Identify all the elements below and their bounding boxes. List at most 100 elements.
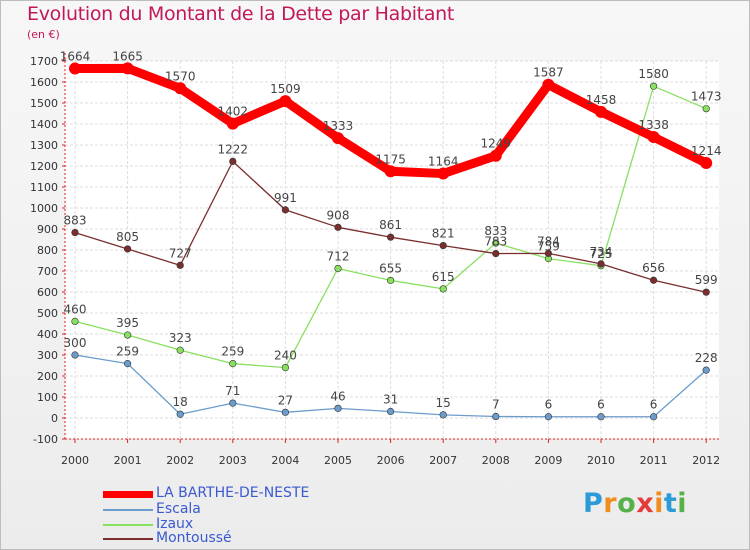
data-label-2: 259 <box>221 345 244 359</box>
data-point-0 <box>69 62 81 75</box>
data-point-1 <box>123 360 132 368</box>
data-label-1: 71 <box>225 384 240 398</box>
data-label-2: 395 <box>116 316 139 330</box>
data-point-1 <box>544 413 553 421</box>
data-label-2: 323 <box>169 331 192 345</box>
legend-label: Escala <box>156 501 201 517</box>
data-label-1: 31 <box>383 392 398 406</box>
data-label-2: 460 <box>64 302 87 316</box>
chart-title: Evolution du Montant de la Dette par Hab… <box>27 3 455 25</box>
y-tick-label: 1000 <box>30 202 58 215</box>
logo-letter: P <box>583 488 604 519</box>
data-label-1: 27 <box>278 393 293 407</box>
data-point-3 <box>334 223 342 231</box>
logo-letter: r <box>603 488 618 519</box>
data-label-0: 1249 <box>481 137 512 151</box>
data-label-0: 1570 <box>165 69 196 83</box>
data-point-3 <box>439 241 447 250</box>
data-point-1 <box>334 404 342 412</box>
data-label-2: 240 <box>274 349 297 363</box>
data-label-3: 727 <box>169 246 192 260</box>
logo-letter: x <box>636 488 655 519</box>
data-label-3: 656 <box>642 261 665 275</box>
data-label-3: 734 <box>590 245 613 259</box>
y-tick-label: 1300 <box>30 139 58 152</box>
y-tick-label: 1400 <box>30 118 58 131</box>
data-label-0: 1665 <box>112 49 143 63</box>
data-point-0 <box>174 82 187 95</box>
data-point-1 <box>702 366 710 374</box>
data-point-1 <box>597 413 605 421</box>
data-label-2: 1473 <box>691 90 722 104</box>
data-point-3 <box>544 249 553 257</box>
x-tick-label: 2000 <box>61 454 89 467</box>
data-label-1: 259 <box>116 345 139 359</box>
data-point-0 <box>279 95 292 108</box>
logo-letter: t <box>663 488 678 519</box>
data-point-0 <box>332 132 344 145</box>
data-point-2 <box>281 364 290 372</box>
data-label-1: 300 <box>64 336 87 350</box>
legend-label: Izaux <box>156 516 194 532</box>
x-tick-label: 2003 <box>219 454 247 467</box>
data-point-3 <box>597 260 605 268</box>
data-point-0 <box>226 117 239 130</box>
x-tick-label: 2012 <box>692 454 720 467</box>
legend-label: Montoussé <box>156 530 232 546</box>
data-label-2: 833 <box>484 224 507 238</box>
logo-letter: i <box>677 488 688 519</box>
data-point-3 <box>492 249 500 258</box>
data-point-1 <box>176 410 184 418</box>
data-point-3 <box>702 288 710 296</box>
data-point-0 <box>700 157 713 170</box>
data-point-3 <box>229 157 237 165</box>
data-point-0 <box>647 131 660 144</box>
data-label-1: 6 <box>597 398 605 412</box>
legend-swatch <box>103 491 153 498</box>
data-point-3 <box>649 276 658 284</box>
legend-swatch <box>103 538 153 540</box>
data-label-2: 712 <box>327 249 350 263</box>
data-point-2 <box>229 360 237 368</box>
data-label-3: 784 <box>537 234 560 248</box>
y-tick-label: 100 <box>37 391 58 404</box>
data-point-1 <box>649 413 658 421</box>
data-label-0: 1664 <box>60 50 91 64</box>
x-tick-label: 2010 <box>587 454 615 467</box>
data-point-2 <box>492 239 500 247</box>
data-point-0 <box>489 149 502 162</box>
y-tick-label: 800 <box>37 244 58 257</box>
data-label-2: 759 <box>537 240 560 254</box>
data-point-3 <box>281 206 290 214</box>
data-point-0 <box>384 165 397 178</box>
data-label-3: 1222 <box>218 142 249 156</box>
x-tick-label: 2011 <box>640 454 668 467</box>
y-tick-label: 0 <box>51 412 58 425</box>
legend-label: LA BARTHE-DE-NESTE <box>156 485 310 501</box>
data-label-1: 228 <box>695 351 718 365</box>
data-label-0: 1175 <box>375 152 406 166</box>
y-tick-label: 500 <box>37 307 58 320</box>
data-label-1: 15 <box>436 396 451 410</box>
chart-subtitle: (en €) <box>27 28 60 41</box>
data-label-1: 6 <box>545 398 553 412</box>
data-label-0: 1458 <box>586 93 617 107</box>
y-tick-label: 1600 <box>30 76 58 89</box>
data-point-2 <box>649 82 658 90</box>
data-point-2 <box>387 276 395 285</box>
data-point-0 <box>437 167 450 180</box>
data-label-1: 7 <box>492 398 500 412</box>
data-point-3 <box>123 245 132 253</box>
data-point-1 <box>439 411 447 419</box>
data-label-3: 821 <box>432 227 455 241</box>
y-tick-label: 900 <box>37 223 58 236</box>
data-point-3 <box>176 261 184 269</box>
data-point-0 <box>121 62 134 75</box>
y-tick-label: 600 <box>37 286 58 299</box>
x-tick-label: 2007 <box>429 454 457 467</box>
y-tick-label: 1700 <box>30 55 58 68</box>
data-label-0: 1402 <box>218 105 249 119</box>
data-label-0: 1164 <box>428 155 459 169</box>
data-label-1: 46 <box>330 389 345 403</box>
data-point-3 <box>387 233 395 241</box>
